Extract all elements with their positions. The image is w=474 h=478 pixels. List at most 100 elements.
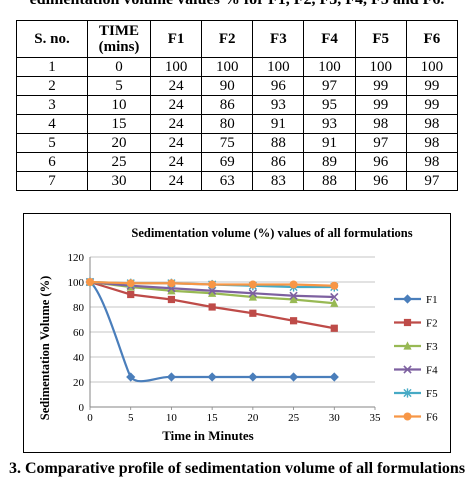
- table-cell: 96: [354, 171, 407, 191]
- table-cell: 100: [303, 57, 356, 77]
- table-cell: 89: [303, 152, 356, 172]
- data-point: [208, 280, 217, 289]
- table-cell: 97: [303, 76, 356, 96]
- legend-item-f6: F6: [394, 412, 438, 424]
- x-tick-label: 35: [370, 412, 382, 424]
- table-header-row: S. no. TIME (mins) F1 F2 F3 F4 F5 F6: [16, 20, 459, 58]
- table-cell: 100: [149, 57, 203, 77]
- data-point: [208, 288, 217, 297]
- table-cell: 91: [303, 133, 356, 153]
- legend-marker: [403, 388, 412, 398]
- header-f2: F2: [201, 20, 254, 58]
- data-point: [207, 372, 217, 382]
- table-row: 7 30 24 63 83 88 96 97: [16, 171, 459, 191]
- table-cell: 90: [201, 76, 254, 96]
- legend-label: F3: [426, 341, 438, 353]
- table-row: 1 0 100 100 100 100 100 100: [16, 57, 459, 77]
- table-cell: 69: [201, 152, 254, 172]
- table-cell: 75: [201, 133, 254, 153]
- table-cell: 63: [201, 171, 254, 191]
- y-tick-label: 80: [73, 302, 85, 314]
- table-cell: 100: [405, 57, 459, 77]
- x-axis-label: Time in Minutes: [162, 428, 254, 443]
- data-point: [248, 280, 257, 289]
- sedimentation-chart: Sedimentation volume (%) values of all f…: [38, 226, 438, 443]
- chart-frame: Sedimentation volume (%) values of all f…: [23, 213, 451, 453]
- data-point: [167, 279, 176, 288]
- table-cell: 7: [16, 171, 88, 191]
- table-cell: 24: [149, 114, 203, 134]
- table-row: 4 15 24 80 91 93 98 98: [16, 114, 459, 134]
- data-point: [208, 303, 216, 311]
- data-point: [167, 295, 176, 304]
- x-tick-label: 0: [87, 412, 93, 424]
- table-cell: 24: [149, 133, 203, 153]
- table-cell: 88: [252, 133, 305, 153]
- table-cell: 98: [405, 114, 459, 134]
- table-cell: 24: [149, 171, 203, 191]
- data-point: [207, 286, 217, 295]
- header-f6: F6: [405, 20, 459, 58]
- y-tick-label: 100: [68, 277, 85, 289]
- x-tick-label: 15: [207, 412, 219, 424]
- data-point: [126, 279, 135, 288]
- table-cell: 5: [16, 133, 88, 153]
- table-cell: 91: [252, 114, 305, 134]
- data-point: [289, 291, 298, 300]
- data-point: [86, 278, 94, 286]
- data-point: [248, 292, 257, 301]
- header-time: TIME (mins): [87, 20, 151, 58]
- y-tick-label: 40: [73, 352, 85, 364]
- legend-item-f1: F1: [394, 294, 438, 306]
- y-tick-label: 120: [68, 252, 85, 264]
- legend-label: F6: [426, 412, 438, 424]
- x-tick-label: 30: [329, 412, 341, 424]
- marker-stroke: [248, 289, 258, 298]
- data-point: [127, 290, 135, 299]
- marker-stroke: [207, 286, 217, 295]
- data-point: [167, 286, 176, 295]
- data-point: [126, 372, 136, 382]
- header-f5: F5: [354, 20, 407, 58]
- data-point: [330, 298, 339, 307]
- legend-label: F5: [426, 388, 438, 400]
- table-cell: 93: [252, 95, 305, 115]
- legend-item-f3: F3: [394, 341, 438, 353]
- legend-item-f4: F4: [394, 365, 438, 377]
- x-tick-label: 25: [288, 412, 300, 424]
- table-cell: 6: [16, 152, 88, 172]
- marker-stroke: [403, 365, 412, 374]
- data-point: [166, 372, 177, 382]
- data-point: [330, 292, 339, 302]
- table-cell: 100: [354, 57, 407, 77]
- table-cell: 24: [149, 76, 203, 96]
- table-row: 3 10 24 86 93 95 99 99: [16, 95, 459, 115]
- series-f6: [86, 278, 339, 290]
- table-cell: 30: [87, 171, 151, 191]
- table-row: 2 5 24 90 96 97 99 99: [16, 76, 459, 96]
- data-point: [248, 372, 258, 382]
- table-cell: 99: [354, 76, 407, 96]
- y-tick-label: 20: [73, 377, 85, 389]
- table-cell: 1: [16, 57, 88, 77]
- table-cell: 10: [87, 95, 151, 115]
- legend-marker: [403, 318, 412, 327]
- data-point: [289, 294, 298, 304]
- table-cell: 24: [149, 95, 203, 115]
- legend-marker: [403, 412, 412, 421]
- table-cell: 95: [303, 95, 356, 115]
- sedimentation-table: S. no. TIME (mins) F1 F2 F3 F4 F5 F6 1 0…: [16, 20, 459, 191]
- table-cell: 97: [354, 133, 407, 153]
- y-tick-label: 60: [73, 327, 85, 339]
- table-row: 6 25 24 69 86 89 96 98: [16, 152, 459, 172]
- table-cell: 99: [405, 76, 459, 96]
- header-time-label: TIME (mins): [98, 23, 140, 55]
- table-cell: 25: [87, 152, 151, 172]
- table-cell: 97: [405, 171, 459, 191]
- table-title: edimentation volume values % for F1, F2,…: [0, 0, 474, 9]
- table-cell: 24: [149, 152, 203, 172]
- marker-stroke: [289, 291, 298, 300]
- table-cell: 80: [201, 114, 254, 134]
- table-cell: 98: [405, 152, 459, 172]
- table-cell: 4: [16, 114, 88, 134]
